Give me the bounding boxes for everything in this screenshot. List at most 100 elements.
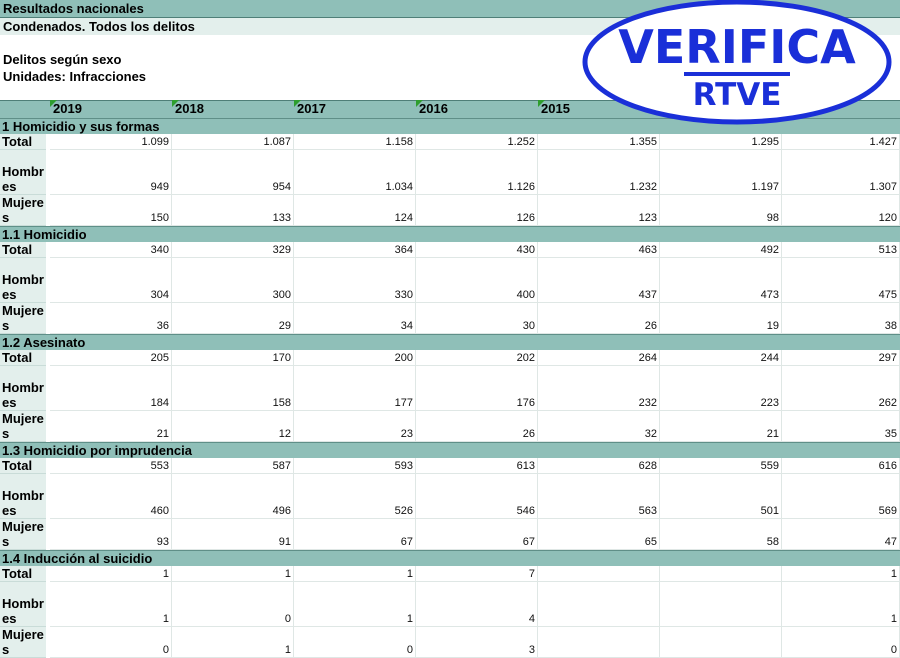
value-cell: 1.034 bbox=[294, 150, 416, 195]
value-cell: 58 bbox=[660, 519, 782, 550]
header-description: Delitos según sexo bbox=[3, 52, 122, 67]
value-cell: 300 bbox=[172, 258, 294, 303]
value-cell: 150 bbox=[50, 195, 172, 226]
row-label: Mujeres bbox=[0, 519, 46, 550]
value-cell: 3 bbox=[416, 627, 538, 658]
row-label: Mujeres bbox=[0, 195, 46, 226]
row-label: Total bbox=[0, 350, 46, 366]
value-cell: 32 bbox=[538, 411, 660, 442]
column-header: 2015 bbox=[538, 100, 660, 118]
row-label: Total bbox=[0, 242, 46, 258]
value-cell: 616 bbox=[782, 458, 900, 474]
row-label: Total bbox=[0, 458, 46, 474]
value-cell: 1.252 bbox=[416, 134, 538, 150]
value-cell: 7 bbox=[416, 566, 538, 582]
section-title: 1.2 Asesinato bbox=[0, 334, 900, 350]
value-cell: 65 bbox=[538, 519, 660, 550]
value-cell: 124 bbox=[294, 195, 416, 226]
value-cell: 98 bbox=[660, 195, 782, 226]
value-cell: 329 bbox=[172, 242, 294, 258]
value-cell: 340 bbox=[50, 242, 172, 258]
logo-network: RTVE bbox=[693, 77, 782, 113]
value-cell: 264 bbox=[538, 350, 660, 366]
value-cell: 0 bbox=[172, 582, 294, 627]
value-cell: 526 bbox=[294, 474, 416, 519]
value-cell: 1.307 bbox=[782, 150, 900, 195]
value-cell: 473 bbox=[660, 258, 782, 303]
row-label: Mujeres bbox=[0, 303, 46, 334]
value-cell: 1 bbox=[294, 566, 416, 582]
value-cell: 430 bbox=[416, 242, 538, 258]
row-label: Hombres bbox=[0, 150, 46, 195]
row-label: Total bbox=[0, 566, 46, 582]
column-header: 2019 bbox=[50, 100, 172, 118]
value-cell: 437 bbox=[538, 258, 660, 303]
value-cell: 36 bbox=[50, 303, 172, 334]
value-cell: 176 bbox=[416, 366, 538, 411]
value-cell: 21 bbox=[50, 411, 172, 442]
header-marker bbox=[50, 100, 57, 107]
value-cell: 0 bbox=[50, 627, 172, 658]
value-cell: 158 bbox=[172, 366, 294, 411]
value-cell: 93 bbox=[50, 519, 172, 550]
value-cell: 460 bbox=[50, 474, 172, 519]
value-cell: 23 bbox=[294, 411, 416, 442]
value-cell: 170 bbox=[172, 350, 294, 366]
logo-ellipse bbox=[582, 0, 892, 125]
value-cell: 559 bbox=[660, 458, 782, 474]
value-cell: 202 bbox=[416, 350, 538, 366]
value-cell: 492 bbox=[660, 242, 782, 258]
value-cell: 553 bbox=[50, 458, 172, 474]
value-cell: 546 bbox=[416, 474, 538, 519]
value-cell bbox=[538, 582, 660, 627]
section-title: 1.3 Homicidio por imprudencia bbox=[0, 442, 900, 458]
value-cell: 19 bbox=[660, 303, 782, 334]
value-cell: 205 bbox=[50, 350, 172, 366]
value-cell: 1 bbox=[172, 627, 294, 658]
header-marker bbox=[416, 100, 423, 107]
value-cell: 1 bbox=[782, 582, 900, 627]
row-label: Hombres bbox=[0, 258, 46, 303]
section-title: 1.1 Homicidio bbox=[0, 226, 900, 242]
value-cell: 628 bbox=[538, 458, 660, 474]
value-cell: 223 bbox=[660, 366, 782, 411]
value-cell: 463 bbox=[538, 242, 660, 258]
value-cell bbox=[660, 627, 782, 658]
column-header: 2018 bbox=[172, 100, 294, 118]
value-cell: 30 bbox=[416, 303, 538, 334]
value-cell: 0 bbox=[294, 627, 416, 658]
value-cell: 91 bbox=[172, 519, 294, 550]
value-cell: 200 bbox=[294, 350, 416, 366]
header-units: Unidades: Infracciones bbox=[3, 69, 147, 84]
value-cell: 232 bbox=[538, 366, 660, 411]
value-cell: 569 bbox=[782, 474, 900, 519]
value-cell: 177 bbox=[294, 366, 416, 411]
header-marker bbox=[538, 100, 545, 107]
logo: VERIFICA RTVE bbox=[582, 0, 892, 125]
value-cell: 1.295 bbox=[660, 134, 782, 150]
value-cell: 475 bbox=[782, 258, 900, 303]
value-cell: 21 bbox=[660, 411, 782, 442]
value-cell: 126 bbox=[416, 195, 538, 226]
value-cell: 501 bbox=[660, 474, 782, 519]
value-cell: 1 bbox=[782, 566, 900, 582]
row-label: Hombres bbox=[0, 582, 46, 627]
value-cell: 26 bbox=[538, 303, 660, 334]
value-cell: 954 bbox=[172, 150, 294, 195]
row-label: Hombres bbox=[0, 474, 46, 519]
value-cell: 67 bbox=[294, 519, 416, 550]
value-cell: 297 bbox=[782, 350, 900, 366]
value-cell: 593 bbox=[294, 458, 416, 474]
row-label: Total bbox=[0, 134, 46, 150]
value-cell: 133 bbox=[172, 195, 294, 226]
value-cell: 613 bbox=[416, 458, 538, 474]
value-cell bbox=[538, 627, 660, 658]
value-cell: 4 bbox=[416, 582, 538, 627]
row-label: Hombres bbox=[0, 366, 46, 411]
value-cell: 29 bbox=[172, 303, 294, 334]
value-cell: 587 bbox=[172, 458, 294, 474]
value-cell: 1.158 bbox=[294, 134, 416, 150]
value-cell: 262 bbox=[782, 366, 900, 411]
value-cell: 47 bbox=[782, 519, 900, 550]
